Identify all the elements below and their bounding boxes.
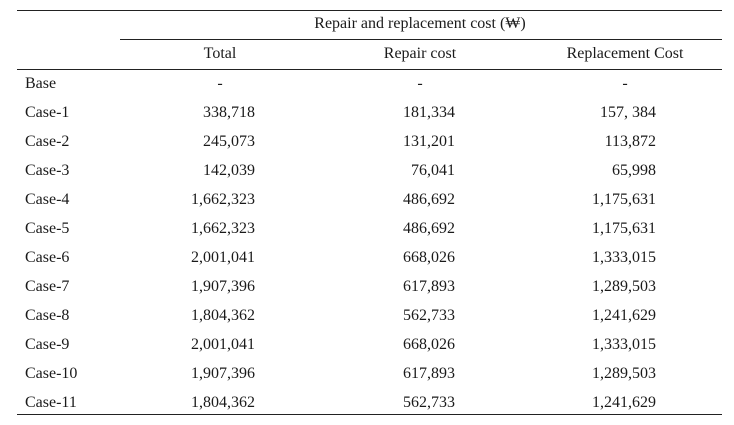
row-label: Case-11 — [25, 394, 77, 411]
repair-cost-cell: 76,041 — [411, 162, 455, 179]
repair-cost-cell: 181,334 — [403, 104, 455, 121]
row-label: Case-5 — [25, 220, 70, 237]
row-label: Case-8 — [25, 307, 70, 324]
row-label: Case-2 — [25, 133, 70, 150]
row-label: Case-6 — [25, 249, 70, 266]
row-label: Case-4 — [25, 191, 70, 208]
replacement-cost-cell: 1,175,631 — [592, 191, 656, 208]
replacement-cost-cell: 1,289,503 — [592, 278, 656, 295]
replacement-cost-cell: 1,175,631 — [592, 220, 656, 237]
row-label: Base — [25, 75, 57, 92]
replacement-cost-cell: 1,241,629 — [592, 394, 656, 411]
replacement-cost-cell: 1,333,015 — [592, 249, 656, 266]
replacement-cost-cell: - — [622, 75, 628, 92]
total-cell: 2,001,041 — [191, 336, 255, 353]
column-header-total: Total — [203, 45, 237, 62]
row-label: Case-9 — [25, 336, 70, 353]
repair-cost-cell: 486,692 — [403, 220, 455, 237]
repair-cost-cell: 562,733 — [403, 307, 455, 324]
repair-cost-cell: 131,201 — [403, 133, 455, 150]
column-header-replacement-cost: Replacement Cost — [566, 45, 684, 62]
column-header-repair-cost: Repair cost — [383, 45, 457, 62]
total-cell: 338,718 — [203, 104, 255, 121]
replacement-cost-cell: 1,333,015 — [592, 336, 656, 353]
replacement-cost-cell: 1,289,503 — [592, 365, 656, 382]
repair-cost-cell: 668,026 — [403, 249, 455, 266]
table-bottom-rule — [17, 414, 722, 415]
repair-cost-cell: 617,893 — [403, 365, 455, 382]
table-top-rule — [17, 10, 722, 11]
repair-cost-cell: 486,692 — [403, 191, 455, 208]
group-header: Repair and replacement cost (₩) — [314, 15, 526, 32]
total-cell: 2,001,041 — [191, 249, 255, 266]
replacement-cost-cell: 1,241,629 — [592, 307, 656, 324]
replacement-cost-cell: 157, 384 — [600, 104, 656, 121]
header-bottom-rule — [17, 69, 722, 70]
repair-cost-cell: - — [417, 75, 423, 92]
repair-cost-cell: 668,026 — [403, 336, 455, 353]
group-header-rule — [120, 39, 722, 40]
row-label: Case-10 — [25, 365, 78, 382]
total-cell: 1,804,362 — [191, 307, 255, 324]
total-cell: 1,907,396 — [191, 365, 255, 382]
total-cell: 1,804,362 — [191, 394, 255, 411]
row-label: Case-3 — [25, 162, 70, 179]
total-cell: 245,073 — [203, 133, 255, 150]
row-label: Case-7 — [25, 278, 70, 295]
total-cell: - — [217, 75, 223, 92]
repair-cost-cell: 617,893 — [403, 278, 455, 295]
total-cell: 1,907,396 — [191, 278, 255, 295]
row-label: Case-1 — [25, 104, 70, 121]
total-cell: 1,662,323 — [191, 191, 255, 208]
repair-cost-cell: 562,733 — [403, 394, 455, 411]
replacement-cost-cell: 113,872 — [604, 133, 656, 150]
replacement-cost-cell: 65,998 — [612, 162, 656, 179]
total-cell: 142,039 — [203, 162, 255, 179]
total-cell: 1,662,323 — [191, 220, 255, 237]
